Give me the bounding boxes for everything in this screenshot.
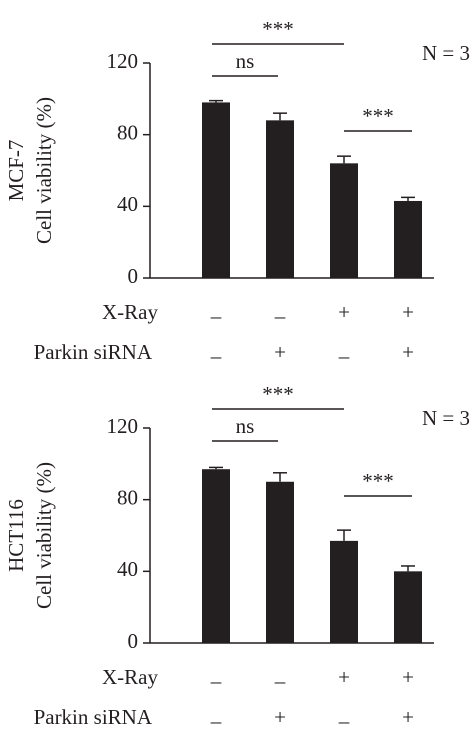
y-tick-label: 0 — [128, 264, 139, 288]
condition-mark: + — [338, 665, 350, 689]
y-tick-label: 80 — [117, 485, 138, 509]
condition-mark: – — [338, 344, 350, 368]
significance-label: ns — [236, 49, 255, 73]
significance-label: *** — [262, 17, 294, 41]
bar — [330, 540, 358, 643]
bar — [330, 163, 358, 278]
condition-label: Parkin siRNA — [34, 340, 153, 364]
annotation: N = 3 — [422, 406, 470, 430]
annotation: N = 3 — [422, 41, 470, 65]
condition-mark: + — [402, 665, 414, 689]
y-tick-label: 40 — [117, 192, 138, 216]
condition-mark: – — [210, 304, 222, 328]
significance-label: *** — [262, 382, 294, 406]
condition-mark: – — [338, 709, 350, 733]
condition-mark: – — [210, 344, 222, 368]
bar — [266, 120, 294, 278]
y-axis-label: HCT116 — [4, 499, 28, 572]
condition-mark: + — [402, 705, 414, 729]
condition-mark: – — [210, 669, 222, 693]
y-tick-label: 120 — [107, 49, 139, 73]
y-tick-label: 120 — [107, 414, 139, 438]
condition-mark: + — [274, 340, 286, 364]
significance-label: *** — [362, 469, 394, 493]
condition-label: X-Ray — [102, 300, 158, 324]
y-axis-label: MCF-7 — [4, 140, 28, 202]
bar — [394, 571, 422, 643]
condition-mark: + — [274, 705, 286, 729]
y-tick-label: 0 — [128, 629, 139, 653]
bar — [266, 481, 294, 643]
bar — [202, 102, 230, 279]
y-axis-label: Cell viability (%) — [32, 462, 56, 609]
significance-label: ns — [236, 414, 255, 438]
significance-label: *** — [362, 104, 394, 128]
condition-label: X-Ray — [102, 665, 158, 689]
condition-mark: + — [338, 300, 350, 324]
condition-mark: + — [402, 340, 414, 364]
condition-mark: – — [274, 304, 286, 328]
y-tick-label: 80 — [117, 120, 138, 144]
condition-mark: – — [210, 709, 222, 733]
condition-mark: – — [274, 669, 286, 693]
condition-label: Parkin siRNA — [34, 705, 153, 729]
bar — [394, 200, 422, 278]
bar — [202, 469, 230, 643]
y-tick-label: 40 — [117, 557, 138, 581]
y-axis-label: Cell viability (%) — [32, 97, 56, 244]
condition-mark: + — [402, 300, 414, 324]
